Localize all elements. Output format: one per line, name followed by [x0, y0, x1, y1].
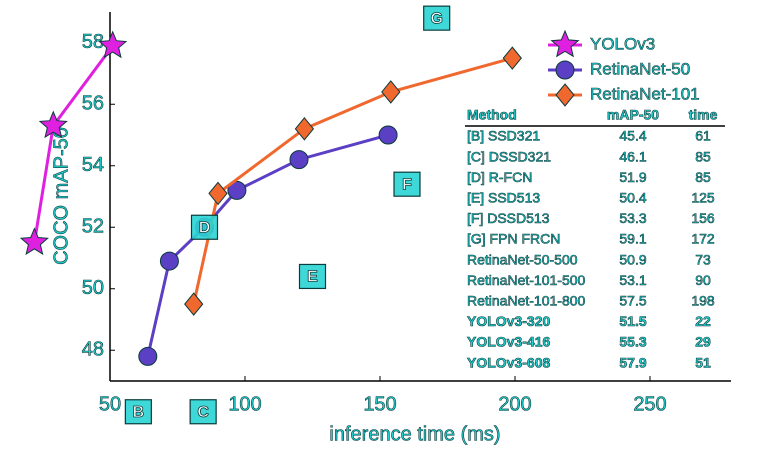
circle-marker — [555, 60, 575, 80]
annotation-label: D — [199, 219, 211, 236]
table-cell: 45.4 — [619, 128, 646, 144]
y-tick-label: 54 — [82, 154, 104, 176]
annotation-box — [393, 171, 421, 197]
table-cell: RetinaNet-101-800 — [467, 293, 586, 309]
table-cell: [E] SSD513 — [467, 190, 540, 206]
table-cell: 51.9 — [619, 169, 646, 185]
table-cell: RetinaNet-50-500 — [467, 251, 578, 267]
series-line — [32, 44, 114, 243]
circle-marker — [289, 150, 309, 170]
table-cell: 55.3 — [619, 334, 646, 350]
legend-label: RetinaNet-101 — [590, 84, 700, 103]
x-tick-label: 50 — [99, 393, 121, 415]
table-header: mAP-50 — [607, 107, 659, 123]
table-header: time — [689, 107, 718, 123]
series-line — [192, 56, 513, 305]
circle-marker — [159, 251, 179, 271]
table-cell: 61 — [695, 128, 711, 144]
diamond-marker — [184, 292, 204, 316]
x-tick-label: 150 — [363, 393, 396, 415]
circle-marker — [227, 180, 247, 200]
table-cell: 125 — [691, 190, 715, 206]
annotation-label: B — [133, 404, 145, 421]
y-tick-label: 50 — [82, 277, 104, 299]
star-marker — [38, 110, 68, 139]
star-marker — [19, 227, 49, 256]
diamond-marker — [294, 117, 315, 141]
y-tick-label: 52 — [82, 216, 104, 238]
table-cell: 57.9 — [619, 354, 646, 370]
annotation-box — [190, 214, 219, 240]
table-cell: YOLOv3-320 — [467, 313, 550, 329]
legend-label: RetinaNet-50 — [590, 59, 690, 78]
table-cell: 22 — [695, 313, 711, 329]
star-marker — [98, 30, 128, 59]
table-cell: 85 — [695, 148, 711, 164]
table-cell: 156 — [691, 210, 715, 226]
table-cell: [B] SSD321 — [467, 128, 540, 144]
annotation-label: E — [307, 269, 318, 286]
circle-marker — [138, 346, 158, 366]
x-axis-label: inference time (ms) — [329, 423, 500, 445]
table-cell: 57.5 — [619, 293, 646, 309]
y-axis-label: COCO mAP-50 — [50, 127, 72, 265]
star-marker — [550, 29, 580, 58]
table-cell: 198 — [691, 293, 715, 309]
table-header: Method — [467, 107, 517, 123]
table-cell: 50.9 — [619, 251, 646, 267]
diamond-marker — [208, 181, 228, 206]
y-tick-label: 48 — [82, 339, 104, 361]
table-cell: 85 — [695, 169, 711, 185]
table-cell: 51 — [695, 354, 711, 370]
table-cell: 53.1 — [619, 272, 646, 288]
series-line — [146, 133, 389, 357]
diamond-marker — [555, 83, 575, 107]
diamond-marker — [502, 46, 522, 70]
table-cell: 73 — [695, 251, 711, 267]
table-cell: 29 — [695, 334, 711, 350]
x-tick-label: 100 — [228, 393, 261, 415]
legend-label: YOLOv3 — [590, 34, 655, 53]
annotation-label: G — [430, 10, 442, 27]
table-cell: 59.1 — [619, 231, 646, 247]
table-cell: 172 — [691, 231, 715, 247]
circle-marker — [378, 125, 398, 145]
annotation-box — [298, 263, 327, 290]
annotation-box — [423, 5, 451, 31]
table-cell: [D] R-FCN — [467, 169, 532, 185]
table-cell: 51.5 — [619, 313, 646, 329]
table-cell: 50.4 — [619, 190, 646, 206]
annotation-box — [124, 399, 152, 425]
y-tick-label: 56 — [82, 93, 104, 115]
table-cell: [C] DSSD321 — [467, 148, 551, 164]
y-tick-label: 58 — [82, 31, 104, 53]
annotation-box — [189, 399, 217, 425]
x-tick-label: 250 — [633, 393, 666, 415]
diamond-marker — [381, 80, 401, 104]
table-cell: [F] DSSD513 — [467, 210, 550, 226]
annotation-label: F — [402, 176, 412, 193]
table-cell: [G] FPN FRCN — [467, 231, 560, 247]
table-cell: YOLOv3-416 — [467, 334, 550, 350]
table-cell: YOLOv3-608 — [467, 354, 550, 370]
table-cell: 46.1 — [619, 148, 646, 164]
table-cell: RetinaNet-101-500 — [467, 272, 586, 288]
x-tick-label: 200 — [498, 393, 531, 415]
table-cell: 53.3 — [619, 210, 646, 226]
table-cell: 90 — [695, 272, 711, 288]
annotation-label: C — [197, 404, 209, 421]
